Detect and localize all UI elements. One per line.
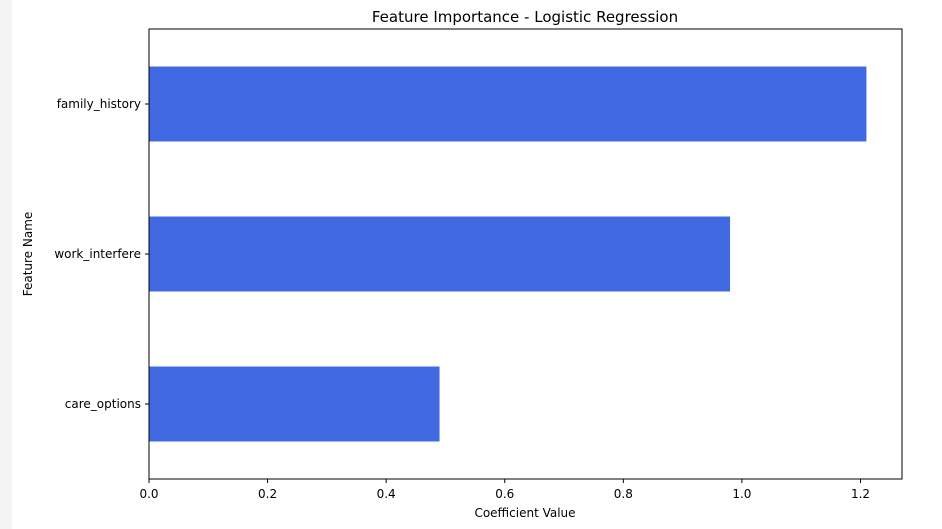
x-tick-label: 0.6 <box>495 487 514 501</box>
x-axis-label: Coefficient Value <box>474 506 575 520</box>
bar-work-interfere <box>149 216 731 292</box>
x-tick-label: 0.0 <box>139 487 158 501</box>
x-tick-label: 1.0 <box>732 487 751 501</box>
y-tick-label: care_options <box>65 397 141 411</box>
x-tick-label: 0.4 <box>377 487 396 501</box>
x-tick-label: 0.8 <box>614 487 633 501</box>
chart-title: Feature Importance - Logistic Regression <box>372 8 678 26</box>
bars-group <box>149 66 867 442</box>
y-tick-label: family_history <box>57 97 141 111</box>
y-axis-label: Feature Name <box>21 212 35 297</box>
window-edge <box>0 0 12 529</box>
bar-family-history <box>149 66 867 142</box>
x-tick-label: 1.2 <box>851 487 870 501</box>
y-axis-ticks: family_history work_interfere care_options <box>54 97 149 411</box>
x-axis-ticks: 0.0 0.2 0.4 0.6 0.8 1.0 1.2 <box>139 479 870 501</box>
bar-care-options <box>149 366 440 442</box>
x-tick-label: 0.2 <box>258 487 277 501</box>
y-tick-label: work_interfere <box>54 247 141 261</box>
